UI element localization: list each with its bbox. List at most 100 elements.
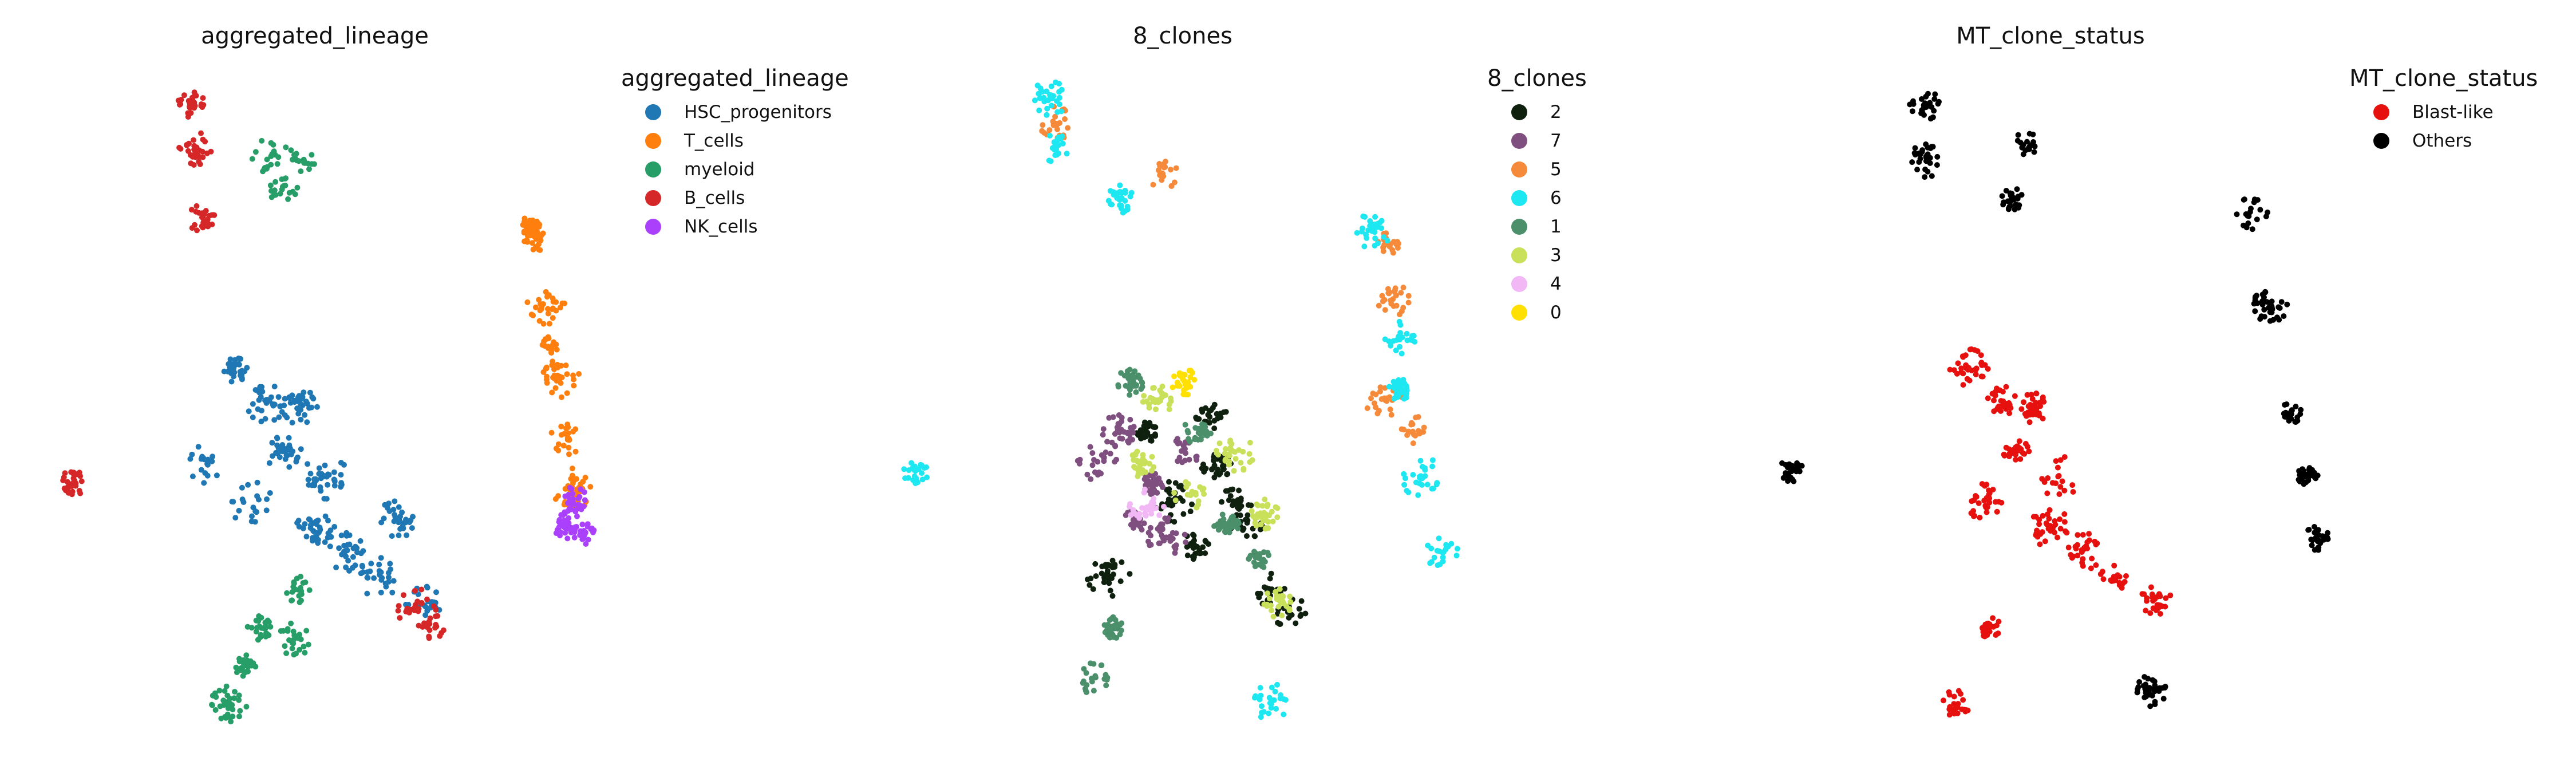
scatter-point (572, 426, 579, 432)
scatter-point (1141, 486, 1148, 492)
scatter-point (1211, 425, 1218, 432)
scatter-point (565, 500, 571, 506)
scatter-point (1959, 353, 1966, 360)
scatter-point (321, 495, 327, 502)
scatter-point (222, 688, 228, 694)
scatter-point (1127, 386, 1133, 393)
scatter-point (385, 505, 391, 511)
legend-label: NK_cells (684, 216, 758, 237)
scatter-point (292, 156, 298, 163)
scatter-point (1113, 190, 1119, 196)
scatter-point (209, 458, 215, 464)
scatter-point (1236, 487, 1242, 494)
scatter-point (1125, 430, 1131, 436)
scatter-point (1978, 360, 1985, 366)
scatter-point (1087, 444, 1093, 450)
scatter-point (2249, 226, 2255, 232)
scatter-point (2056, 491, 2063, 497)
scatter-point (1054, 137, 1061, 143)
scatter-point (192, 154, 199, 160)
scatter-point (1266, 710, 1272, 716)
scatter-point (314, 521, 320, 527)
scatter-point (2009, 191, 2015, 197)
scatter-point (1226, 452, 1232, 459)
scatter-point (1047, 132, 1053, 139)
scatter-point (2044, 490, 2050, 496)
scatter-point (285, 196, 291, 202)
scatter-point (1984, 509, 1990, 515)
scatter-point (1277, 586, 1283, 592)
scatter-point (1228, 516, 1234, 522)
scatter-point (2006, 400, 2012, 406)
scatter-point (572, 508, 579, 515)
scatter-point (1918, 96, 1925, 102)
legend-marker (2373, 104, 2389, 120)
scatter-point (187, 456, 193, 462)
scatter-point (1127, 194, 1133, 200)
scatter-point (1132, 465, 1138, 471)
scatter-point (545, 306, 551, 312)
legend-title: aggregated_lineage (621, 65, 849, 92)
scatter-point (2245, 212, 2251, 219)
scatter-point (1109, 202, 1115, 208)
scatter-point (198, 101, 204, 107)
scatter-point (1129, 452, 1136, 458)
scatter-point (576, 371, 582, 377)
scatter-point (254, 493, 260, 499)
scatter-point (529, 240, 535, 246)
scatter-point (410, 514, 416, 520)
scatter-point (1354, 230, 1360, 236)
scatter-point (1173, 165, 1179, 171)
scatter-point (256, 389, 262, 396)
scatter-point (333, 565, 339, 570)
scatter-point (2045, 475, 2051, 481)
scatter-point (2284, 301, 2290, 307)
scatter-point (2036, 516, 2042, 523)
scatter-point (1281, 711, 1287, 717)
scatter-point (2282, 402, 2288, 408)
scatter-point (2079, 559, 2085, 566)
scatter-point (316, 465, 322, 471)
scatter-point (2269, 309, 2275, 315)
scatter-point (570, 472, 575, 479)
scatter-point (331, 469, 337, 475)
scatter-point (1259, 514, 1265, 520)
scatter-point (1139, 460, 1145, 467)
series-T_cells (520, 215, 594, 511)
scatter-point (520, 222, 526, 228)
scatter-point (415, 608, 421, 614)
scatter-point (1151, 385, 1157, 391)
scatter-point (1219, 463, 1226, 470)
scatter-point (2108, 577, 2114, 583)
legend-marker (645, 161, 661, 178)
scatter-point (305, 461, 311, 467)
scatter-point (1173, 530, 1179, 537)
scatter-point (1929, 173, 1935, 179)
scatter-point (1996, 403, 2002, 409)
scatter-point (392, 512, 398, 518)
legend-title: 8_clones (1487, 65, 1587, 92)
scatter-point (1401, 396, 1407, 402)
scatter-point (550, 315, 556, 321)
scatter-point (294, 520, 301, 526)
scatter-point (1211, 458, 1217, 464)
scatter-point (315, 537, 321, 543)
scatter-point (569, 466, 575, 472)
scatter-point (2084, 539, 2091, 545)
scatter-point (2003, 384, 2009, 390)
scatter-point (1119, 559, 1125, 565)
scatter-point (566, 491, 572, 498)
scatter-point (1909, 159, 1915, 165)
scatter-point (2068, 552, 2074, 558)
scatter-point (259, 137, 265, 144)
scatter-point (1136, 511, 1143, 517)
scatter-point (1978, 373, 1985, 380)
scatter-point (248, 518, 255, 524)
scatter-point (1397, 311, 1402, 318)
series-myeloid (209, 137, 317, 725)
scatter-point (1125, 440, 1132, 446)
scatter-point (1052, 121, 1058, 127)
scatter-point (1204, 432, 1210, 439)
scatter-point (2116, 574, 2123, 580)
